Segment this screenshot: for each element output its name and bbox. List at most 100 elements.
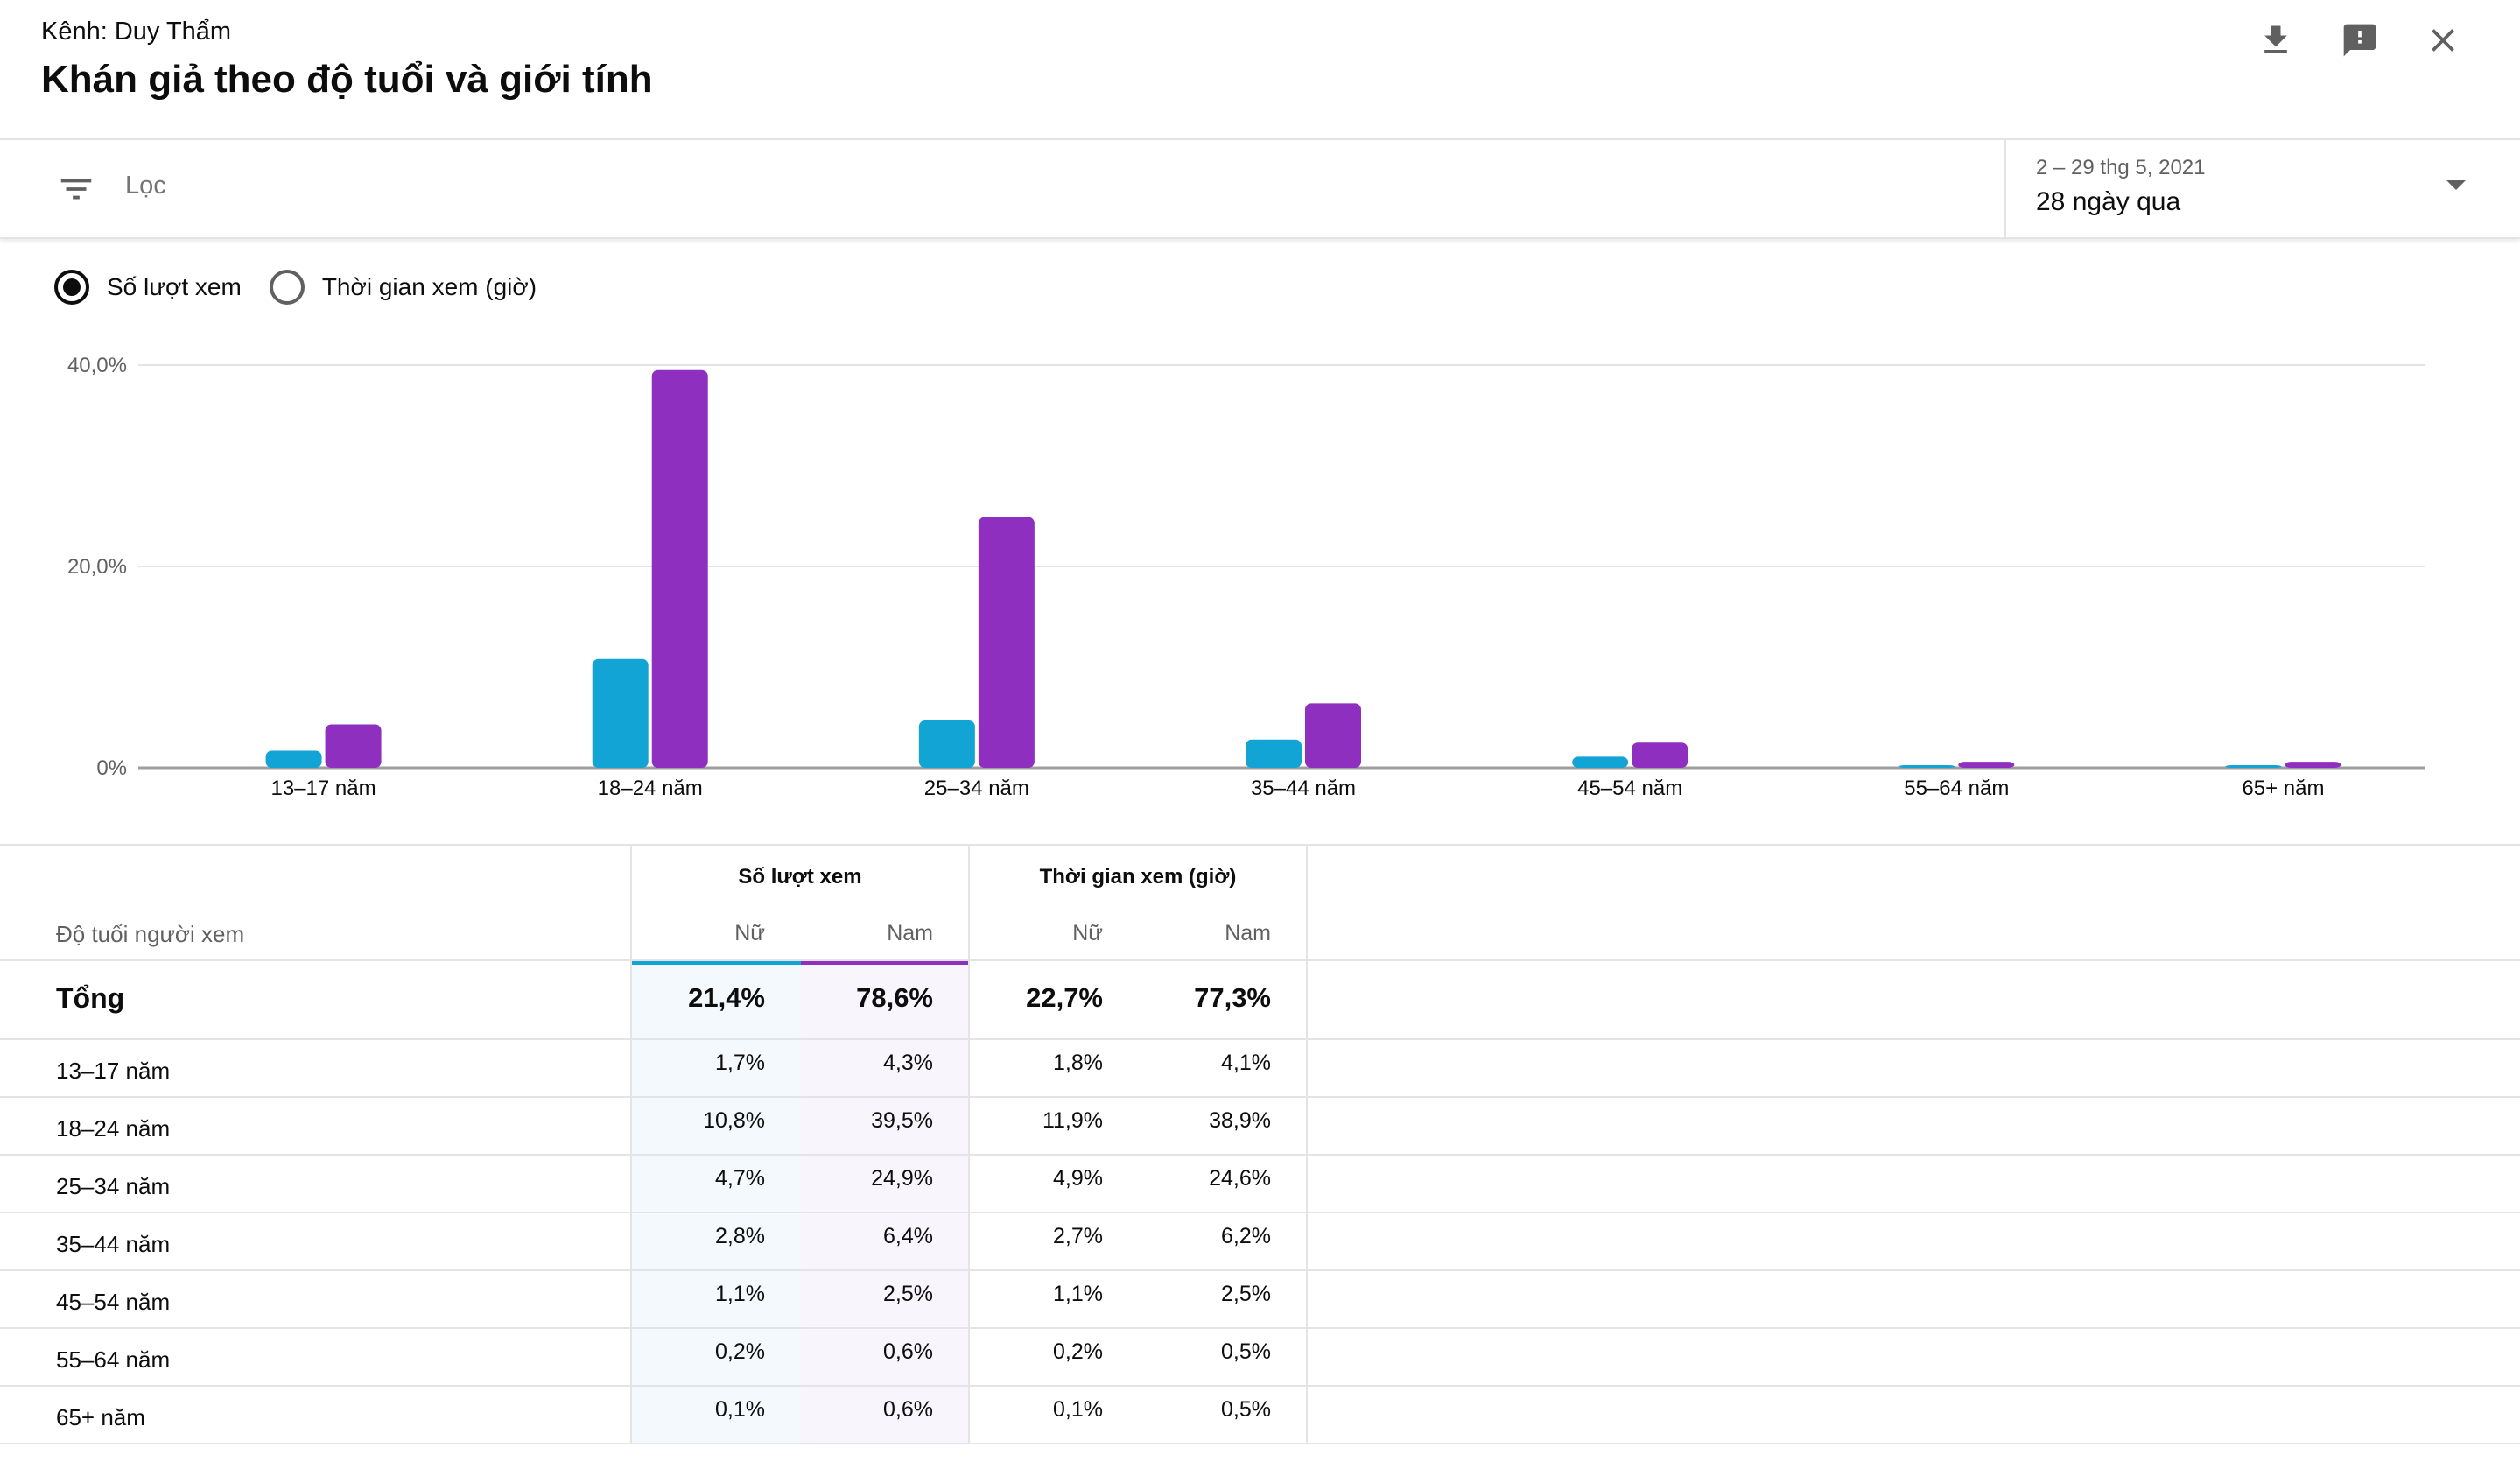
feedback-icon[interactable] <box>2335 16 2384 65</box>
filter-input[interactable] <box>125 172 1701 200</box>
x-tick-label: 65+ năm <box>2242 777 2324 800</box>
row-divider <box>0 1212 2520 1213</box>
row-label: 18–24 năm <box>56 1115 171 1142</box>
table-cell: 6,2% <box>1221 1224 1271 1248</box>
subheader-views-male[interactable]: Nam <box>887 921 933 945</box>
y-tick-label: 40,0% <box>67 354 127 377</box>
total-watch-male: 77,3% <box>1194 982 1271 1013</box>
x-tick-label: 18–24 năm <box>598 777 703 800</box>
table-cell: 39,5% <box>871 1108 933 1133</box>
page-title: Khán giả theo độ tuổi và giới tính <box>41 58 653 101</box>
radio-checked-icon <box>54 270 89 305</box>
radio-unchecked-icon <box>269 270 305 305</box>
group-header-watch-time: Thời gian xem (giờ) <box>1039 865 1237 889</box>
row-divider <box>0 1385 2520 1387</box>
x-tick-label: 13–17 năm <box>271 777 376 800</box>
bar-male <box>978 517 1035 768</box>
table-cell: 4,3% <box>883 1051 933 1075</box>
date-range-text: 2 – 29 thg 5, 2021 <box>2036 156 2206 179</box>
table-cell: 1,1% <box>1053 1282 1103 1306</box>
row-divider <box>0 1443 2520 1444</box>
table-cell: 2,5% <box>1221 1282 1271 1306</box>
date-range-picker[interactable]: 2 – 29 thg 5, 2021 28 ngày qua <box>2004 140 2520 237</box>
male-color-bar <box>801 959 968 965</box>
chevron-down-icon <box>2446 180 2466 190</box>
table-cell: 0,5% <box>1221 1397 1271 1422</box>
table-cell: 0,1% <box>715 1397 765 1422</box>
x-tick-label: 45–54 năm <box>1577 777 1682 800</box>
total-views-female: 21,4% <box>688 982 765 1013</box>
table-cell: 0,6% <box>883 1397 933 1422</box>
bar-male <box>651 369 708 768</box>
age-gender-chart: 0% 20,0% 40,0% 13–17 năm 18–24 năm 25–34 năm 3… <box>67 354 2425 800</box>
column-divider <box>630 846 632 1444</box>
bar-male <box>2285 762 2341 768</box>
column-divider <box>1306 846 1308 1444</box>
bar-female <box>265 750 322 768</box>
bar-female <box>1572 756 1629 768</box>
y-tick-label: 20,0% <box>67 555 127 579</box>
subheader-watch-female[interactable]: Nữ <box>1072 921 1103 945</box>
close-icon[interactable] <box>2418 16 2467 65</box>
metric-toggle: Số lượt xem Thời gian xem (giờ) <box>54 268 565 306</box>
row-header: Độ tuổi người xem <box>56 921 245 947</box>
total-watch-female: 22,7% <box>1026 982 1103 1013</box>
radio-watch-time[interactable]: Thời gian xem (giờ) <box>269 270 537 305</box>
radio-views-label: Số lượt xem <box>107 273 242 300</box>
row-label: 25–34 năm <box>56 1173 171 1199</box>
radio-views[interactable]: Số lượt xem <box>54 270 242 305</box>
row-label: 65+ năm <box>56 1404 145 1430</box>
table-cell: 1,7% <box>715 1051 765 1075</box>
table-cell: 11,9% <box>1042 1108 1103 1133</box>
group-header-views: Số lượt xem <box>738 865 862 889</box>
table-cell: 4,1% <box>1221 1051 1271 1075</box>
row-divider <box>0 1327 2520 1329</box>
table-cell: 24,6% <box>1209 1166 1271 1191</box>
table-cell: 0,2% <box>1053 1339 1103 1364</box>
table-cell: 4,9% <box>1053 1166 1103 1191</box>
subheader-watch-male[interactable]: Nam <box>1225 921 1271 945</box>
total-label: Tổng <box>56 982 125 1014</box>
y-tick-label: 0% <box>96 756 127 780</box>
table-cell: 1,1% <box>715 1282 765 1306</box>
download-icon[interactable] <box>2251 16 2300 65</box>
row-divider <box>0 1096 2520 1098</box>
channel-name: Kênh: Duy Thẩm <box>41 18 232 46</box>
table-cell: 2,7% <box>1053 1224 1103 1248</box>
filter-icon[interactable] <box>56 169 96 209</box>
table-top-divider <box>0 844 2520 846</box>
row-divider <box>0 1038 2520 1040</box>
row-label: 13–17 năm <box>56 1058 171 1084</box>
female-color-bar <box>632 959 801 965</box>
bar-female <box>1246 739 1302 768</box>
bar-female <box>918 720 975 768</box>
x-tick-label: 55–64 năm <box>1904 777 2009 800</box>
male-column-shade <box>801 965 968 1444</box>
bar-female <box>2225 765 2282 768</box>
table-cell: 2,5% <box>883 1282 933 1306</box>
table-cell: 10,8% <box>703 1108 765 1133</box>
column-divider <box>968 846 970 1444</box>
table-cell: 38,9% <box>1209 1108 1271 1133</box>
row-label: 35–44 năm <box>56 1231 171 1257</box>
bar-male <box>1305 703 1361 768</box>
total-views-male: 78,6% <box>856 982 933 1013</box>
header-divider <box>0 959 2520 961</box>
row-divider <box>0 1154 2520 1156</box>
dialog-header: Kênh: Duy Thẩm Khán giả theo độ tuổi và … <box>0 0 2520 140</box>
radio-watch-time-label: Thời gian xem (giờ) <box>321 273 537 300</box>
bar-female <box>1899 765 1955 768</box>
table-cell: 0,6% <box>883 1339 933 1364</box>
filter-bar: 2 – 29 thg 5, 2021 28 ngày qua <box>0 140 2520 239</box>
bar-male <box>1632 742 1688 768</box>
table-cell: 1,8% <box>1053 1051 1103 1075</box>
table-cell: 24,9% <box>871 1166 933 1191</box>
subheader-views-female[interactable]: Nữ <box>734 921 765 945</box>
bar-female <box>592 658 649 768</box>
bar-male <box>325 724 382 768</box>
x-tick-label: 35–44 năm <box>1251 777 1356 800</box>
table-cell: 4,7% <box>715 1166 765 1191</box>
table-cell: 2,8% <box>715 1224 765 1248</box>
female-column-shade <box>632 965 801 1444</box>
table-cell: 0,1% <box>1053 1397 1103 1422</box>
